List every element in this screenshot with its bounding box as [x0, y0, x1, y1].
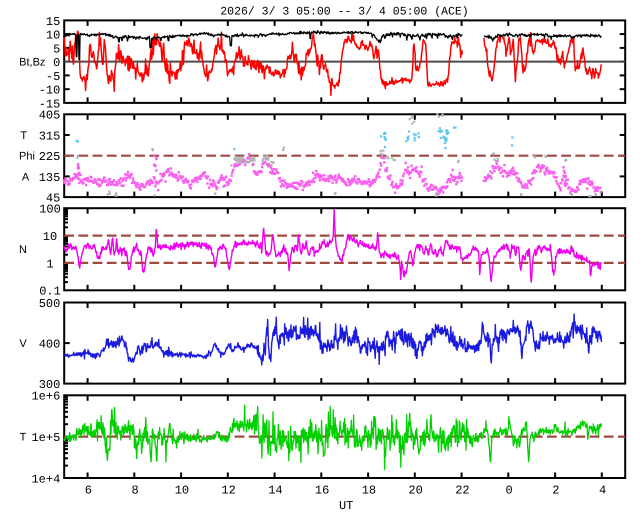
- svg-text:12: 12: [221, 484, 235, 498]
- svg-text:0.1: 0.1: [39, 285, 61, 299]
- svg-text:14: 14: [268, 484, 282, 498]
- svg-text:T: T: [20, 432, 27, 444]
- svg-text:45: 45: [46, 192, 60, 206]
- svg-text:V: V: [19, 338, 27, 350]
- svg-text:225: 225: [39, 150, 61, 164]
- svg-text:2: 2: [552, 484, 559, 498]
- svg-text:10: 10: [175, 484, 189, 498]
- svg-text:N: N: [19, 244, 27, 256]
- svg-text:10: 10: [43, 230, 57, 244]
- svg-text:18: 18: [362, 484, 376, 498]
- svg-text:22: 22: [455, 484, 469, 498]
- svg-text:Bt,Bz: Bt,Bz: [19, 57, 45, 69]
- svg-text:20: 20: [408, 484, 422, 498]
- svg-text:300: 300: [39, 378, 61, 392]
- svg-text:1: 1: [46, 257, 53, 271]
- svg-text:15: 15: [46, 15, 60, 29]
- svg-text:100: 100: [39, 203, 61, 217]
- svg-text:405: 405: [39, 109, 61, 123]
- svg-text:4: 4: [599, 484, 606, 498]
- svg-text:Phi: Phi: [19, 151, 35, 163]
- svg-text:8: 8: [131, 484, 138, 498]
- svg-text:0: 0: [53, 56, 60, 70]
- svg-text:315: 315: [39, 129, 61, 143]
- svg-text:T: T: [20, 130, 27, 142]
- svg-text:A: A: [22, 171, 30, 183]
- svg-text:135: 135: [39, 171, 61, 185]
- svg-text:1e+6: 1e+6: [31, 390, 60, 404]
- svg-text:-10: -10: [39, 84, 61, 98]
- svg-text:5: 5: [53, 42, 60, 56]
- svg-text:0: 0: [505, 484, 512, 498]
- svg-text:400: 400: [39, 337, 61, 351]
- svg-text:500: 500: [39, 297, 61, 311]
- svg-text:16: 16: [315, 484, 329, 498]
- svg-text:1e+5: 1e+5: [31, 431, 60, 445]
- svg-text:6: 6: [85, 484, 92, 498]
- svg-text:2026/ 3/ 3 05:00 -- 3/ 4 05:00: 2026/ 3/ 3 05:00 -- 3/ 4 05:00 (ACE): [220, 6, 468, 19]
- svg-text:10: 10: [46, 29, 60, 43]
- svg-text:-15: -15: [39, 97, 61, 111]
- svg-text:1e+4: 1e+4: [31, 472, 60, 486]
- svg-text:UT: UT: [339, 499, 353, 512]
- svg-text:-5: -5: [46, 70, 60, 84]
